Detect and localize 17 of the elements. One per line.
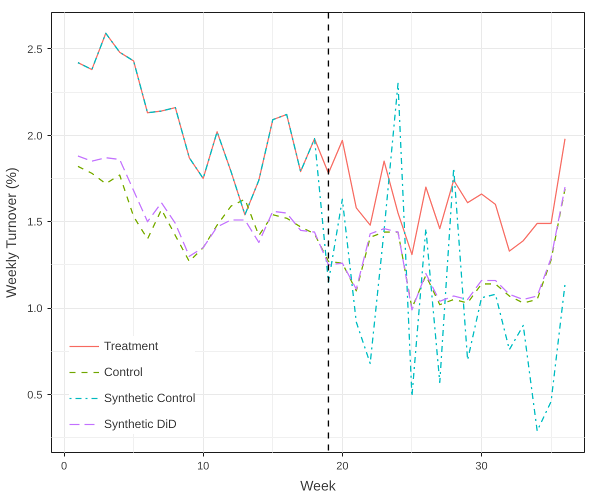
line-series: [77, 32, 566, 256]
x-tick-label: 10: [197, 460, 210, 472]
y-tick-label: 1.0: [27, 303, 43, 316]
x-tick-label: 0: [60, 460, 68, 472]
y-axis-title: Weekly Turnover (%): [3, 167, 20, 298]
legend-label: Synthetic Control: [104, 391, 196, 405]
y-tick-label: 1.5: [27, 216, 43, 229]
y-tick-label: 0.5: [27, 390, 43, 402]
legend-label: Synthetic DiD: [104, 417, 177, 431]
x-tick-label: 30: [475, 460, 488, 472]
legend-label: Control: [104, 365, 143, 379]
y-tick-label: 2.0: [27, 130, 43, 142]
legend-label: Treatment: [104, 339, 158, 353]
x-tick-label: 20: [336, 460, 348, 472]
line-series: [77, 32, 566, 432]
x-axis-title: Week: [300, 478, 337, 494]
y-tick-label: 2.5: [27, 44, 43, 56]
